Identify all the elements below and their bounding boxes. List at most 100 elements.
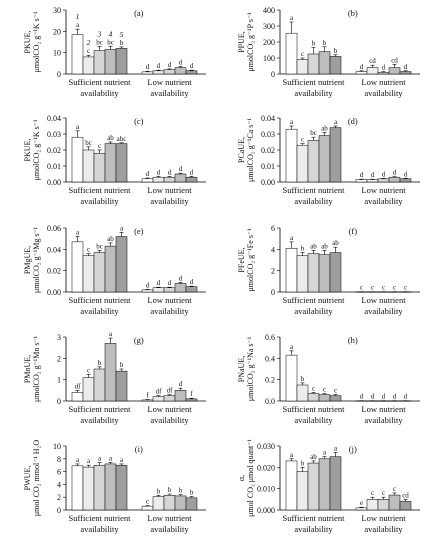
y-tick-label: 4 [271,245,275,254]
bar [115,464,128,511]
significance-letter: d [179,59,183,67]
significance-letter: ab [107,134,114,142]
significance-letter: c [87,246,90,254]
x-category-label: availability [80,524,119,534]
y-axis-label: PWUE,μmol CO₂ mmol⁻¹ H₂O [23,440,41,516]
y-axis-label-line: μmolCO₂ g⁻¹Mn s⁻¹ [32,335,41,402]
bar [93,368,106,402]
x-category-label: availability [294,88,333,98]
significance-letter: a [76,229,80,237]
bar [163,69,176,75]
significance-letter: d [168,168,172,176]
x-category-label: availability [150,88,189,98]
x-category-label: availability [294,196,333,206]
significance-letter: b [120,39,124,47]
bar [141,71,154,75]
significance-letter: c [371,489,374,497]
significance-letter: b [120,361,124,369]
x-category-label: availability [294,306,333,316]
bar [388,67,401,75]
x-category-label: Sufficient nutrient [283,404,346,414]
y-tick-label: 0.03 [47,130,61,139]
x-category-label: Low nutrient [147,185,192,195]
panel-label: (f) [349,226,358,236]
y-axis-label-line: μmolCO₂ g⁻¹Ca s⁻¹ [246,117,255,181]
y-axis-label-line: μmol CO₂ mmol⁻¹ H₂O [32,440,41,516]
bar [285,248,298,293]
significance-letter: a [98,455,102,463]
bar [82,149,95,183]
x-category-label: Low nutrient [361,185,406,195]
bar [388,176,401,183]
x-category-label: availability [364,196,403,206]
y-tick-label: 0.03 [261,130,275,139]
chart-panel-e: PMgUE,μmolCO₂ g⁻¹Mg s⁻¹ 0.00 0.02 0.04 0.06 (… [23,224,206,316]
y-tick-label: 0.04 [47,114,61,123]
bar [152,396,165,402]
significance-letter: bc [310,129,317,137]
y-tick-label: 10 [53,442,61,451]
x-category-label: availability [150,196,189,206]
significance-letter: d [393,169,397,177]
y-tick-label: 8 [57,455,61,464]
significance-letter: b [168,486,172,494]
significance-letter: cd [402,491,409,499]
significance-letter: ab [310,242,317,250]
y-axis-label-line: μmolCO₂ g⁻¹Na s⁻¹ [246,336,255,401]
significance-letter: b [98,359,102,367]
significance-letter: c [334,387,337,395]
x-category-label: Low nutrient [361,77,406,87]
significance-letter: d [190,278,194,286]
bar [174,173,187,183]
significance-letter: abc [117,135,127,143]
x-category-label: Sufficient nutrient [283,77,346,87]
significance-letter: d [157,168,161,176]
bar [163,395,176,402]
y-axis-label: PKUE,μmolCO₂ g⁻¹K s⁻¹ [23,11,41,72]
bar [93,464,106,511]
bar-id-label: 3 [97,29,102,38]
x-category-label: Low nutrient [147,77,192,87]
significance-letter: c [323,386,326,394]
bar [318,458,331,511]
y-axis-label-line: μmolCO₂ g⁻¹P s⁻¹ [246,12,255,72]
bar [104,245,117,293]
bar [163,176,176,183]
significance-letter: d [190,62,194,70]
bar [307,140,320,183]
significance-letter: bc [96,38,103,46]
significance-letter: d [360,171,364,179]
bar [355,71,368,75]
bar [152,70,165,75]
bar [174,67,187,75]
panel-label: (b) [348,8,358,18]
y-axis-label: PNaUE,μmolCO₂ g⁻¹Na s⁻¹ [237,336,255,401]
y-tick-label: 0.04 [261,114,275,123]
significance-letter: ab [107,235,114,243]
significance-letter: c [87,47,90,55]
bar [355,507,368,511]
x-category-label: Sufficient nutrient [69,185,132,195]
bar [366,67,379,75]
bar [82,56,95,75]
bar [329,56,342,75]
y-tick-label: 0.00 [47,178,61,187]
bar [185,398,198,402]
significance-letter: cd [369,57,376,65]
y-tick-label: 6 [57,468,61,477]
y-axis-label: PMgUE,μmolCO₂ g⁻¹Mg s⁻¹ [23,226,41,293]
significance-letter: d [146,63,150,71]
significance-letter: d [179,165,183,173]
significance-letter: a [76,21,80,29]
panel-label: (a) [134,8,144,18]
bar [377,499,390,511]
significance-letter: d [360,393,364,401]
significance-letter: bc [85,139,92,147]
y-tick-label: 6 [271,224,275,233]
significance-letter: e [360,499,363,507]
bar [307,462,320,511]
significance-letter: d [179,274,183,282]
